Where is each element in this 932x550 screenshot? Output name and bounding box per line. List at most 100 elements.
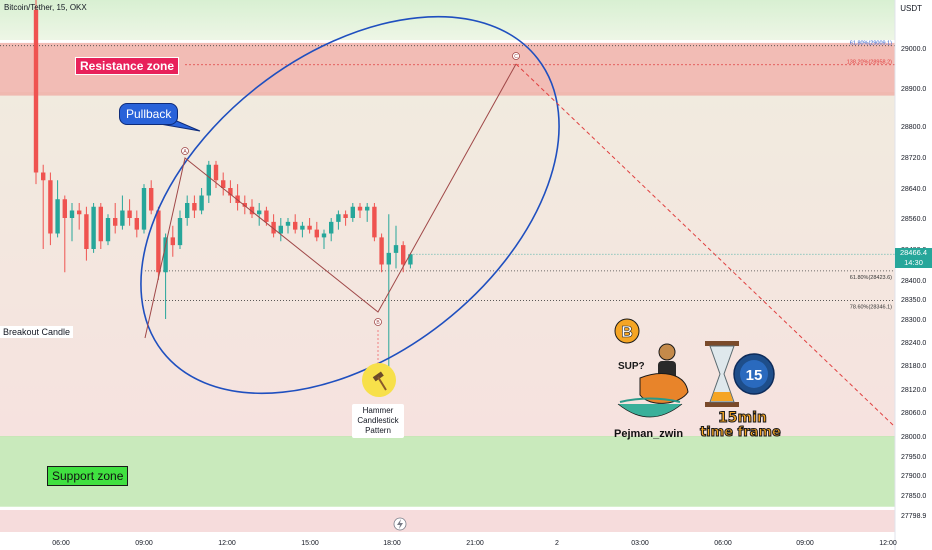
x-tick-label: 09:00 [796,540,814,547]
candle-body [192,203,197,211]
pullback-ellipse [140,15,560,395]
y-tick-label: 28400.0 [901,278,926,285]
hammer-pattern-label: Hammer Candlestick Pattern [352,404,404,438]
candle-body [69,210,75,218]
timeframe-graphic: 15 [705,341,775,407]
abc-wave-line [144,63,517,339]
x-tick-label: 06:00 [52,540,70,547]
candle-body [105,218,111,242]
bg-bottom-band [0,510,895,532]
zones-layer [0,42,895,507]
candle-body [372,206,377,238]
candle-body [84,214,89,249]
x-tick-label: 21:00 [466,540,484,547]
candle-body [113,218,118,226]
clock-icon: 15 [733,353,775,395]
x-tick-label: 15:00 [301,540,319,547]
y-tick-label: 28800.0 [901,124,926,131]
candle-body [170,237,175,246]
bitcoin-mascot-graphic: B SUP? [614,318,689,418]
y-tick-label: 28060.0 [901,410,926,417]
candle-body [177,218,183,246]
wave-point-b-label: B [376,320,380,326]
candle-body [314,229,319,238]
candle-body [120,210,125,226]
y-tick-label: 28120.0 [901,387,926,394]
fib-level-label: 138.20%(28958.2) [847,60,892,66]
candle-body [98,206,103,242]
x-tick-label: 12:00 [879,540,897,547]
candle-body [156,210,161,273]
y-tick-label: 27900.0 [901,473,926,480]
candle-body [242,203,247,207]
wave-point-a-label: A [183,149,187,155]
y-tick-label: 27950.0 [901,454,926,461]
author-name: Pejman_zwin [614,428,684,440]
y-tick-label: 28720.0 [901,155,926,162]
price-axis[interactable] [895,0,932,550]
wave-point-c [512,52,520,60]
candle-body [321,233,327,238]
hammer-label-line3: Pattern [365,426,391,435]
hammer-icon [362,363,396,397]
current-price-tag: 28466.4 14:30 [895,248,932,268]
y-tick-label: 28300.0 [901,317,926,324]
candle-body [127,210,132,218]
candle-body [55,199,60,234]
candle-body [350,206,355,218]
x-tick-label: 03:00 [631,540,649,547]
y-tick-label: 28350.0 [901,297,926,304]
hammer-label-line1: Hammer [362,406,394,415]
candle-body [401,245,406,265]
levels-layer: 61.80%(29009.1) 138.20%(28958.2) 61.80%(28… [0,41,895,311]
candle-body [206,164,211,196]
support-zone [0,436,895,507]
candle-body [33,9,39,173]
y-tick-label: 27798.9 [901,513,926,520]
candle-body [185,203,190,218]
candle-body [221,180,226,188]
hourglass-icon [705,341,739,407]
x-tick-label: 2 [555,540,559,547]
fib-level-label: 61.80%(29009.1) [850,41,892,47]
candle-body [343,214,348,218]
candle-body [365,206,370,211]
candle-body [91,206,96,249]
candle-body [357,206,363,211]
sup-text: SUP? [618,361,645,372]
y-tick-label: 28000.0 [901,434,926,441]
candle-body [257,210,262,215]
timeframe-line2: time frame [700,425,782,441]
candle-body [329,221,334,234]
wave-point-c-label: C [514,54,518,60]
candle-body [278,225,283,234]
flash-icon [393,517,407,531]
support-zone-label: Support zone [47,466,129,486]
y-tick-label: 29000.0 [901,46,926,53]
y-tick-label: 28640.0 [901,186,926,193]
candle-body [77,210,82,215]
resistance-zone-label: Resistance zone [75,57,180,75]
candle-body [249,206,255,215]
candle-body [336,214,341,222]
currency-label: USDT [900,4,922,13]
wave-point-a [181,147,189,155]
candle-body [141,188,147,230]
time-axis[interactable] [0,532,932,550]
wave-point-b [374,318,382,326]
current-price-value: 28466.4 [899,248,928,257]
y-tick-label: 28560.0 [901,216,926,223]
candles-layer [33,0,895,377]
hammer-label-line2: Candlestick [357,416,399,425]
breakout-candle-label: Breakout Candle [0,326,74,338]
y-tick-label: 27850.0 [901,493,926,500]
x-tick-label: 09:00 [135,540,153,547]
candle-body [285,221,291,226]
y-tick-label: 28240.0 [901,340,926,347]
x-tick-label: 12:00 [218,540,236,547]
candle-body [386,252,391,265]
x-tick-label: 06:00 [714,540,732,547]
y-tick-label: 28180.0 [901,363,926,370]
